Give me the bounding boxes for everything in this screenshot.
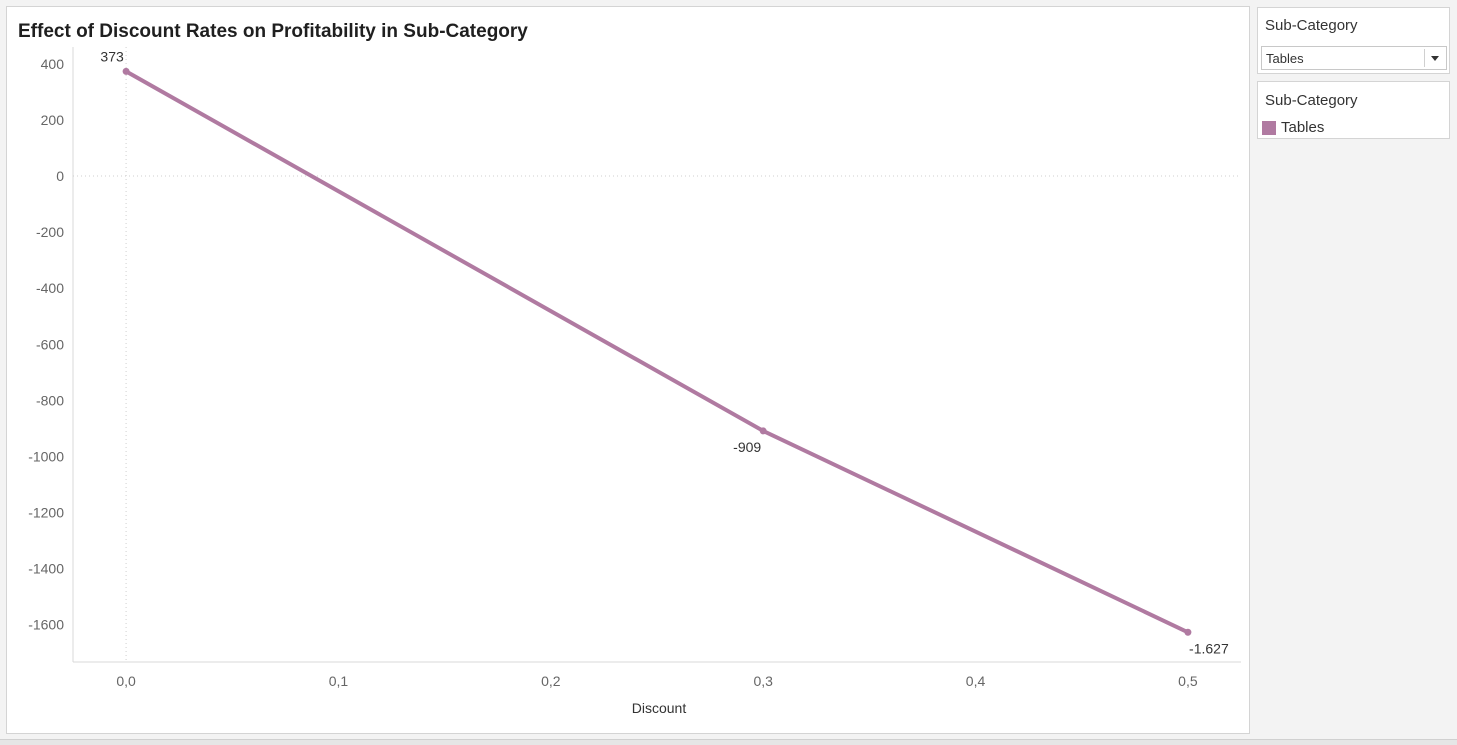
x-tick-label: 0,0	[116, 673, 136, 689]
chart-panel: Effect of Discount Rates on Profitabilit…	[6, 6, 1250, 734]
y-tick-label: -1000	[28, 448, 64, 464]
y-tick-label: -1200	[28, 505, 64, 521]
dropdown-selected-value: Tables	[1266, 51, 1304, 66]
y-tick-label: -600	[36, 336, 64, 352]
y-tick-label: -400	[36, 280, 64, 296]
data-point[interactable]	[1184, 628, 1192, 636]
legend-item[interactable]: Tables	[1258, 116, 1449, 139]
y-tick-label: 200	[41, 112, 65, 128]
y-tick-label: -1400	[28, 561, 64, 577]
legend-label: Tables	[1281, 119, 1325, 136]
y-tick-label: 400	[41, 56, 65, 72]
dropdown-divider	[1424, 49, 1425, 67]
x-tick-label: 0,4	[966, 673, 986, 689]
series-line-tables[interactable]	[124, 69, 1190, 635]
legend-card: Sub-Category Tables	[1257, 81, 1450, 139]
legend-header: Sub-Category	[1265, 92, 1358, 109]
x-tick-label: 0,3	[753, 673, 773, 689]
data-label: -1.627	[1189, 640, 1229, 656]
data-point[interactable]	[759, 427, 767, 435]
bottom-scroll-strip	[0, 739, 1457, 745]
y-tick-label: -800	[36, 392, 64, 408]
filter-card: Sub-Category Tables	[1257, 7, 1450, 74]
sub-category-dropdown[interactable]: Tables	[1261, 46, 1447, 70]
y-tick-label: 0	[56, 168, 64, 184]
filter-header: Sub-Category	[1265, 17, 1358, 34]
y-tick-label: -1600	[28, 617, 64, 633]
x-tick-label: 0,5	[1178, 673, 1198, 689]
data-label: 373	[100, 48, 124, 64]
data-point[interactable]	[122, 67, 130, 75]
chart-title: Effect of Discount Rates on Profitabilit…	[18, 21, 528, 42]
legend-swatch	[1262, 121, 1276, 135]
x-axis-title: Discount	[632, 700, 687, 716]
chevron-down-icon[interactable]	[1431, 56, 1439, 61]
line-chart[interactable]: 400 200 0 -200 -400 -600 -800 -1000 -1200 -1400 -1…	[7, 7, 1249, 733]
y-tick-label: -200	[36, 224, 64, 240]
x-tick-label: 0,2	[541, 673, 561, 689]
x-tick-label: 0,1	[329, 673, 349, 689]
data-label: -909	[733, 439, 761, 455]
